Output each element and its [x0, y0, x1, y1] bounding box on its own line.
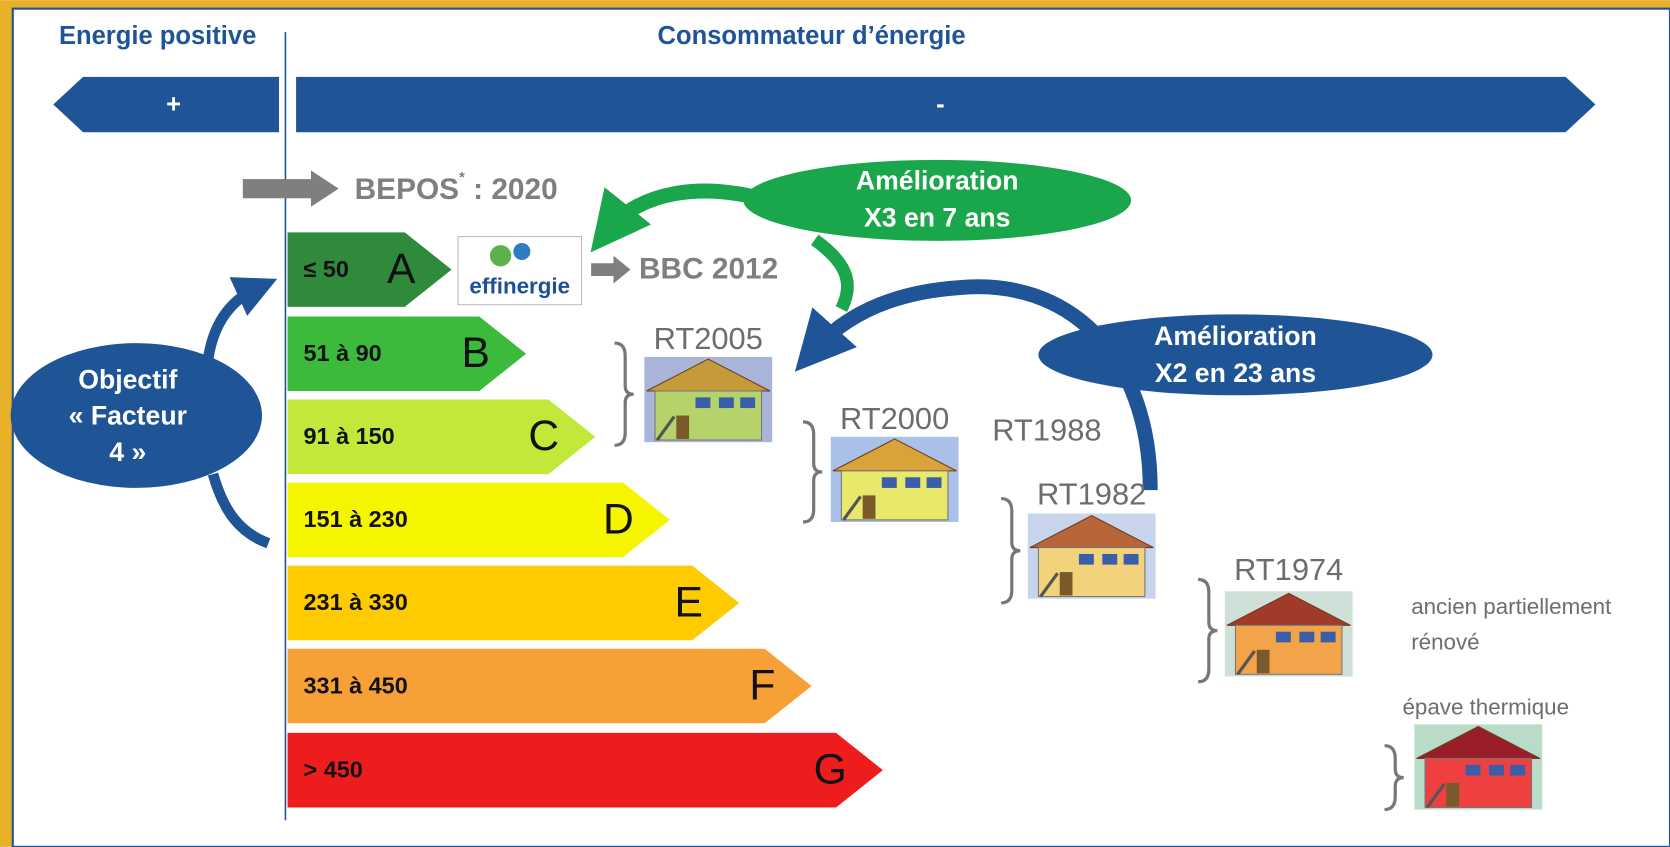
house-window	[719, 397, 734, 408]
band-minus: -	[936, 90, 945, 118]
grade-letter: B	[462, 329, 490, 377]
grade-range: > 450	[304, 756, 363, 782]
band-right	[296, 77, 1595, 132]
house-door	[1257, 650, 1270, 673]
objective-line-2: « Facteur	[69, 401, 187, 431]
old-line-1: ancien partiellement	[1411, 594, 1612, 619]
grade-letter: C	[528, 412, 559, 460]
diagram: Energie positive Consommateur d’énergie …	[0, 0, 1670, 847]
house-window	[1102, 554, 1117, 565]
grade-range: 51 à 90	[304, 340, 382, 366]
blue-line-1: Amélioration	[1154, 321, 1317, 351]
bepos-label: BEPOS* : 2020	[355, 170, 558, 206]
green-line-2: X3 en 7 ans	[864, 203, 1010, 233]
house-window	[1276, 632, 1291, 643]
bbc-label: BBC 2012	[639, 253, 778, 286]
house-window	[1079, 554, 1094, 565]
house-window	[1299, 632, 1314, 643]
wreck-label: épave thermique	[1402, 694, 1569, 719]
rt-label: RT2000	[840, 401, 949, 436]
house-window	[1510, 765, 1525, 776]
house-door	[863, 495, 876, 518]
logo-text: effinergie	[469, 274, 570, 299]
grade-letter: F	[749, 661, 775, 709]
band-plus: +	[166, 90, 181, 118]
grade-letter: G	[814, 746, 847, 794]
house-window	[927, 477, 942, 488]
rt-label: RT1988	[992, 413, 1101, 448]
house-window	[1321, 632, 1336, 643]
house-window	[1124, 554, 1139, 565]
grade-bar	[288, 733, 883, 808]
grade-range: 151 à 230	[304, 506, 408, 532]
grade-range: ≤ 50	[304, 256, 349, 282]
bepos-year: : 2020	[465, 173, 558, 206]
house-door	[1060, 572, 1073, 595]
green-line-1: Amélioration	[856, 165, 1019, 195]
house-door	[1446, 783, 1459, 806]
house-window	[695, 397, 710, 408]
logo-tree	[490, 245, 511, 266]
logo-sun	[513, 243, 530, 260]
old-line-2: rénové	[1411, 629, 1479, 654]
house-door	[676, 416, 689, 439]
grade-range: 91 à 150	[304, 423, 395, 449]
house-window	[1489, 765, 1504, 776]
house-window	[882, 477, 897, 488]
house-window	[740, 397, 755, 408]
header-left: Energie positive	[59, 22, 256, 50]
rt-label: RT1982	[1037, 477, 1146, 512]
grade-letter: D	[603, 495, 634, 543]
objective-line-1: Objectif	[78, 364, 177, 394]
grade-range: 231 à 330	[304, 589, 408, 615]
rt-label: RT1974	[1234, 552, 1343, 587]
blue-line-2: X2 en 23 ans	[1155, 358, 1316, 388]
grade-letter: A	[387, 245, 416, 293]
bepos-name: BEPOS	[355, 173, 459, 206]
grade-letter: E	[675, 578, 703, 626]
house-window	[905, 477, 920, 488]
header-right: Consommateur d’énergie	[658, 22, 966, 50]
grade-range: 331 à 450	[304, 672, 408, 698]
objective-line-3: 4 »	[109, 437, 146, 467]
house-window	[1466, 765, 1481, 776]
rt-label: RT2005	[654, 321, 763, 356]
